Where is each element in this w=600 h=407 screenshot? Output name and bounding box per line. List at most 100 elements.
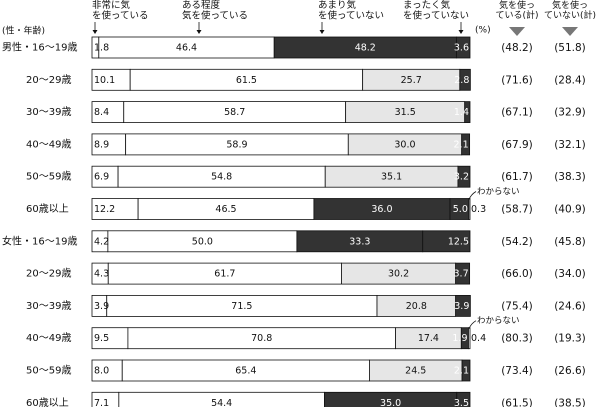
summary-not-careful-value: (45.8) xyxy=(554,236,586,248)
data-label: 48.2 xyxy=(355,43,376,54)
data-label: 24.5 xyxy=(405,366,426,377)
summary-careful-value: (67.1) xyxy=(501,107,533,119)
data-label: 1.9 xyxy=(452,333,467,344)
summary-not-careful-value: (32.9) xyxy=(554,107,586,119)
summary-header-careful-triangle xyxy=(509,27,525,36)
summary-header-careful: 気を使っている(計) xyxy=(495,0,538,21)
summary-careful-value: (66.0) xyxy=(501,268,533,280)
data-label: 7.1 xyxy=(94,398,109,407)
category-label: 40〜49歳 xyxy=(26,332,71,344)
row-9: 40〜49歳 9.5 70.8 17.4 1.9 0.4 わからない (80.3) (19.3) xyxy=(26,316,586,350)
bar-segment-3 xyxy=(455,36,471,59)
bar-segment-3 xyxy=(461,359,471,382)
data-label: 9.5 xyxy=(94,333,109,344)
data-label: 8.4 xyxy=(94,107,109,118)
summary-header-not-careful-triangle xyxy=(562,27,578,36)
data-label: 1.4 xyxy=(454,107,469,118)
data-label: 25.7 xyxy=(401,75,422,86)
summary-not-careful-value: (24.6) xyxy=(554,300,586,312)
summary-careful-value: (61.5) xyxy=(501,397,533,407)
bar-segment-3 xyxy=(459,68,471,91)
data-label: 3.9 xyxy=(94,301,109,312)
data-label: 71.5 xyxy=(231,301,252,312)
summary-careful-value: (54.2) xyxy=(501,236,533,248)
data-label: 3.9 xyxy=(454,301,469,312)
legend-not-at-all-careful-arrow-head xyxy=(458,30,464,34)
category-label: 男性・16〜19歳 xyxy=(2,41,77,54)
data-label: 17.4 xyxy=(418,333,439,344)
data-label: 36.0 xyxy=(371,204,392,215)
data-label: 3.7 xyxy=(454,269,469,280)
data-label: 4.3 xyxy=(94,269,109,280)
data-label: 20.8 xyxy=(406,301,427,312)
category-label: 60歳以上 xyxy=(26,203,69,215)
data-label: 10.1 xyxy=(94,75,115,86)
data-label: 54.4 xyxy=(211,398,232,407)
legend-not-at-all-careful: まったく気を使っていない xyxy=(403,0,469,22)
summary-header-not-careful: 気を使っていない(計) xyxy=(544,0,596,21)
row-6: 女性・16〜19歳 4.2 50.0 33.3 12.5 (54.2) (45.8) xyxy=(2,230,586,253)
row-7: 20〜29歳 4.3 61.7 30.2 3.7 (66.0) (34.0) xyxy=(26,262,586,285)
bar-segment-3 xyxy=(422,230,471,253)
summary-not-careful-value: (19.3) xyxy=(554,333,586,345)
summary-not-careful-value: (28.4) xyxy=(554,74,586,86)
data-label: 3.6 xyxy=(454,43,469,54)
unknown-annotation: わからない xyxy=(477,316,520,326)
unit-label: (%) xyxy=(475,26,491,36)
category-label: 40〜49歳 xyxy=(26,138,71,150)
data-label: 61.7 xyxy=(214,269,235,280)
bar-segment-3 xyxy=(461,133,471,156)
summary-careful-value: (75.4) xyxy=(501,300,533,312)
data-label: 1.8 xyxy=(94,43,109,54)
data-label: 2.1 xyxy=(454,139,469,150)
bar-segment-3 xyxy=(456,391,471,407)
data-label: 2.1 xyxy=(454,366,469,377)
summary-not-careful-value: (32.1) xyxy=(554,139,586,151)
data-label: 54.8 xyxy=(211,172,232,183)
unknown-leader xyxy=(468,191,477,200)
row-8: 30〜39歳 3.9 71.5 20.8 3.9 (75.4) (24.6) xyxy=(26,294,586,317)
category-label: 女性・16〜19歳 xyxy=(2,234,77,247)
legend-not-very-careful-arrow-head xyxy=(319,30,325,34)
legend-not-very-careful: あまり気を使っていない xyxy=(318,0,384,22)
summary-careful-value: (71.6) xyxy=(501,74,533,86)
data-label: 2.8 xyxy=(454,75,469,86)
data-label: 35.1 xyxy=(381,172,402,183)
summary-careful-value: (48.2) xyxy=(501,42,533,54)
data-label: 8.9 xyxy=(94,139,109,150)
data-label: 50.0 xyxy=(192,236,213,247)
data-label: 46.5 xyxy=(215,204,236,215)
summary-not-careful-value: (38.5) xyxy=(554,397,586,407)
summary-not-careful-value: (40.9) xyxy=(554,204,586,216)
group-header: (性・年齢) xyxy=(2,25,45,37)
data-label: 58.7 xyxy=(224,107,245,118)
row-1: 20〜29歳 10.1 61.5 25.7 2.8 (71.6) (28.4) xyxy=(26,68,586,91)
legend-somewhat-careful: ある程度気を使っている xyxy=(182,0,248,22)
summary-careful-value: (58.7) xyxy=(501,204,533,216)
category-label: 30〜39歳 xyxy=(26,106,71,118)
bar-segment-3 xyxy=(457,165,471,188)
legend-very-careful-arrow-head xyxy=(92,30,98,34)
data-label: 12.2 xyxy=(94,204,115,215)
summary-careful-value: (61.7) xyxy=(501,171,533,183)
data-label: 65.4 xyxy=(235,366,256,377)
data-label: 8.0 xyxy=(94,366,109,377)
row-4: 50〜59歳 6.9 54.8 35.1 3.2 (61.7) (38.3) xyxy=(26,165,586,188)
summary-not-careful-value: (51.8) xyxy=(554,42,586,54)
bar-segment-4 xyxy=(468,327,471,350)
summary-not-careful-value: (38.3) xyxy=(554,171,586,183)
summary-not-careful-value: (34.0) xyxy=(554,268,586,280)
data-label: 5.0 xyxy=(453,204,468,215)
legend-very-careful: 非常に気を使っている xyxy=(92,0,149,22)
data-label: 12.5 xyxy=(448,236,469,247)
row-0: 男性・16〜19歳 1.8 46.4 48.2 3.6 (48.2) (51.8) xyxy=(2,36,586,59)
data-label: 58.9 xyxy=(226,139,247,150)
data-label: 33.3 xyxy=(349,236,370,247)
row-2: 30〜39歳 8.4 58.7 31.5 1.4 (67.1) (32.9) xyxy=(26,101,586,123)
row-11: 60歳以上 7.1 54.4 35.0 3.5 (61.5) (38.5) xyxy=(26,391,586,407)
row-3: 40〜49歳 8.9 58.9 30.0 2.1 (67.9) (32.1) xyxy=(26,133,586,156)
data-label: 70.8 xyxy=(251,333,272,344)
bar-segment-3 xyxy=(464,101,471,123)
legend-somewhat-careful-arrow-head xyxy=(196,30,202,34)
